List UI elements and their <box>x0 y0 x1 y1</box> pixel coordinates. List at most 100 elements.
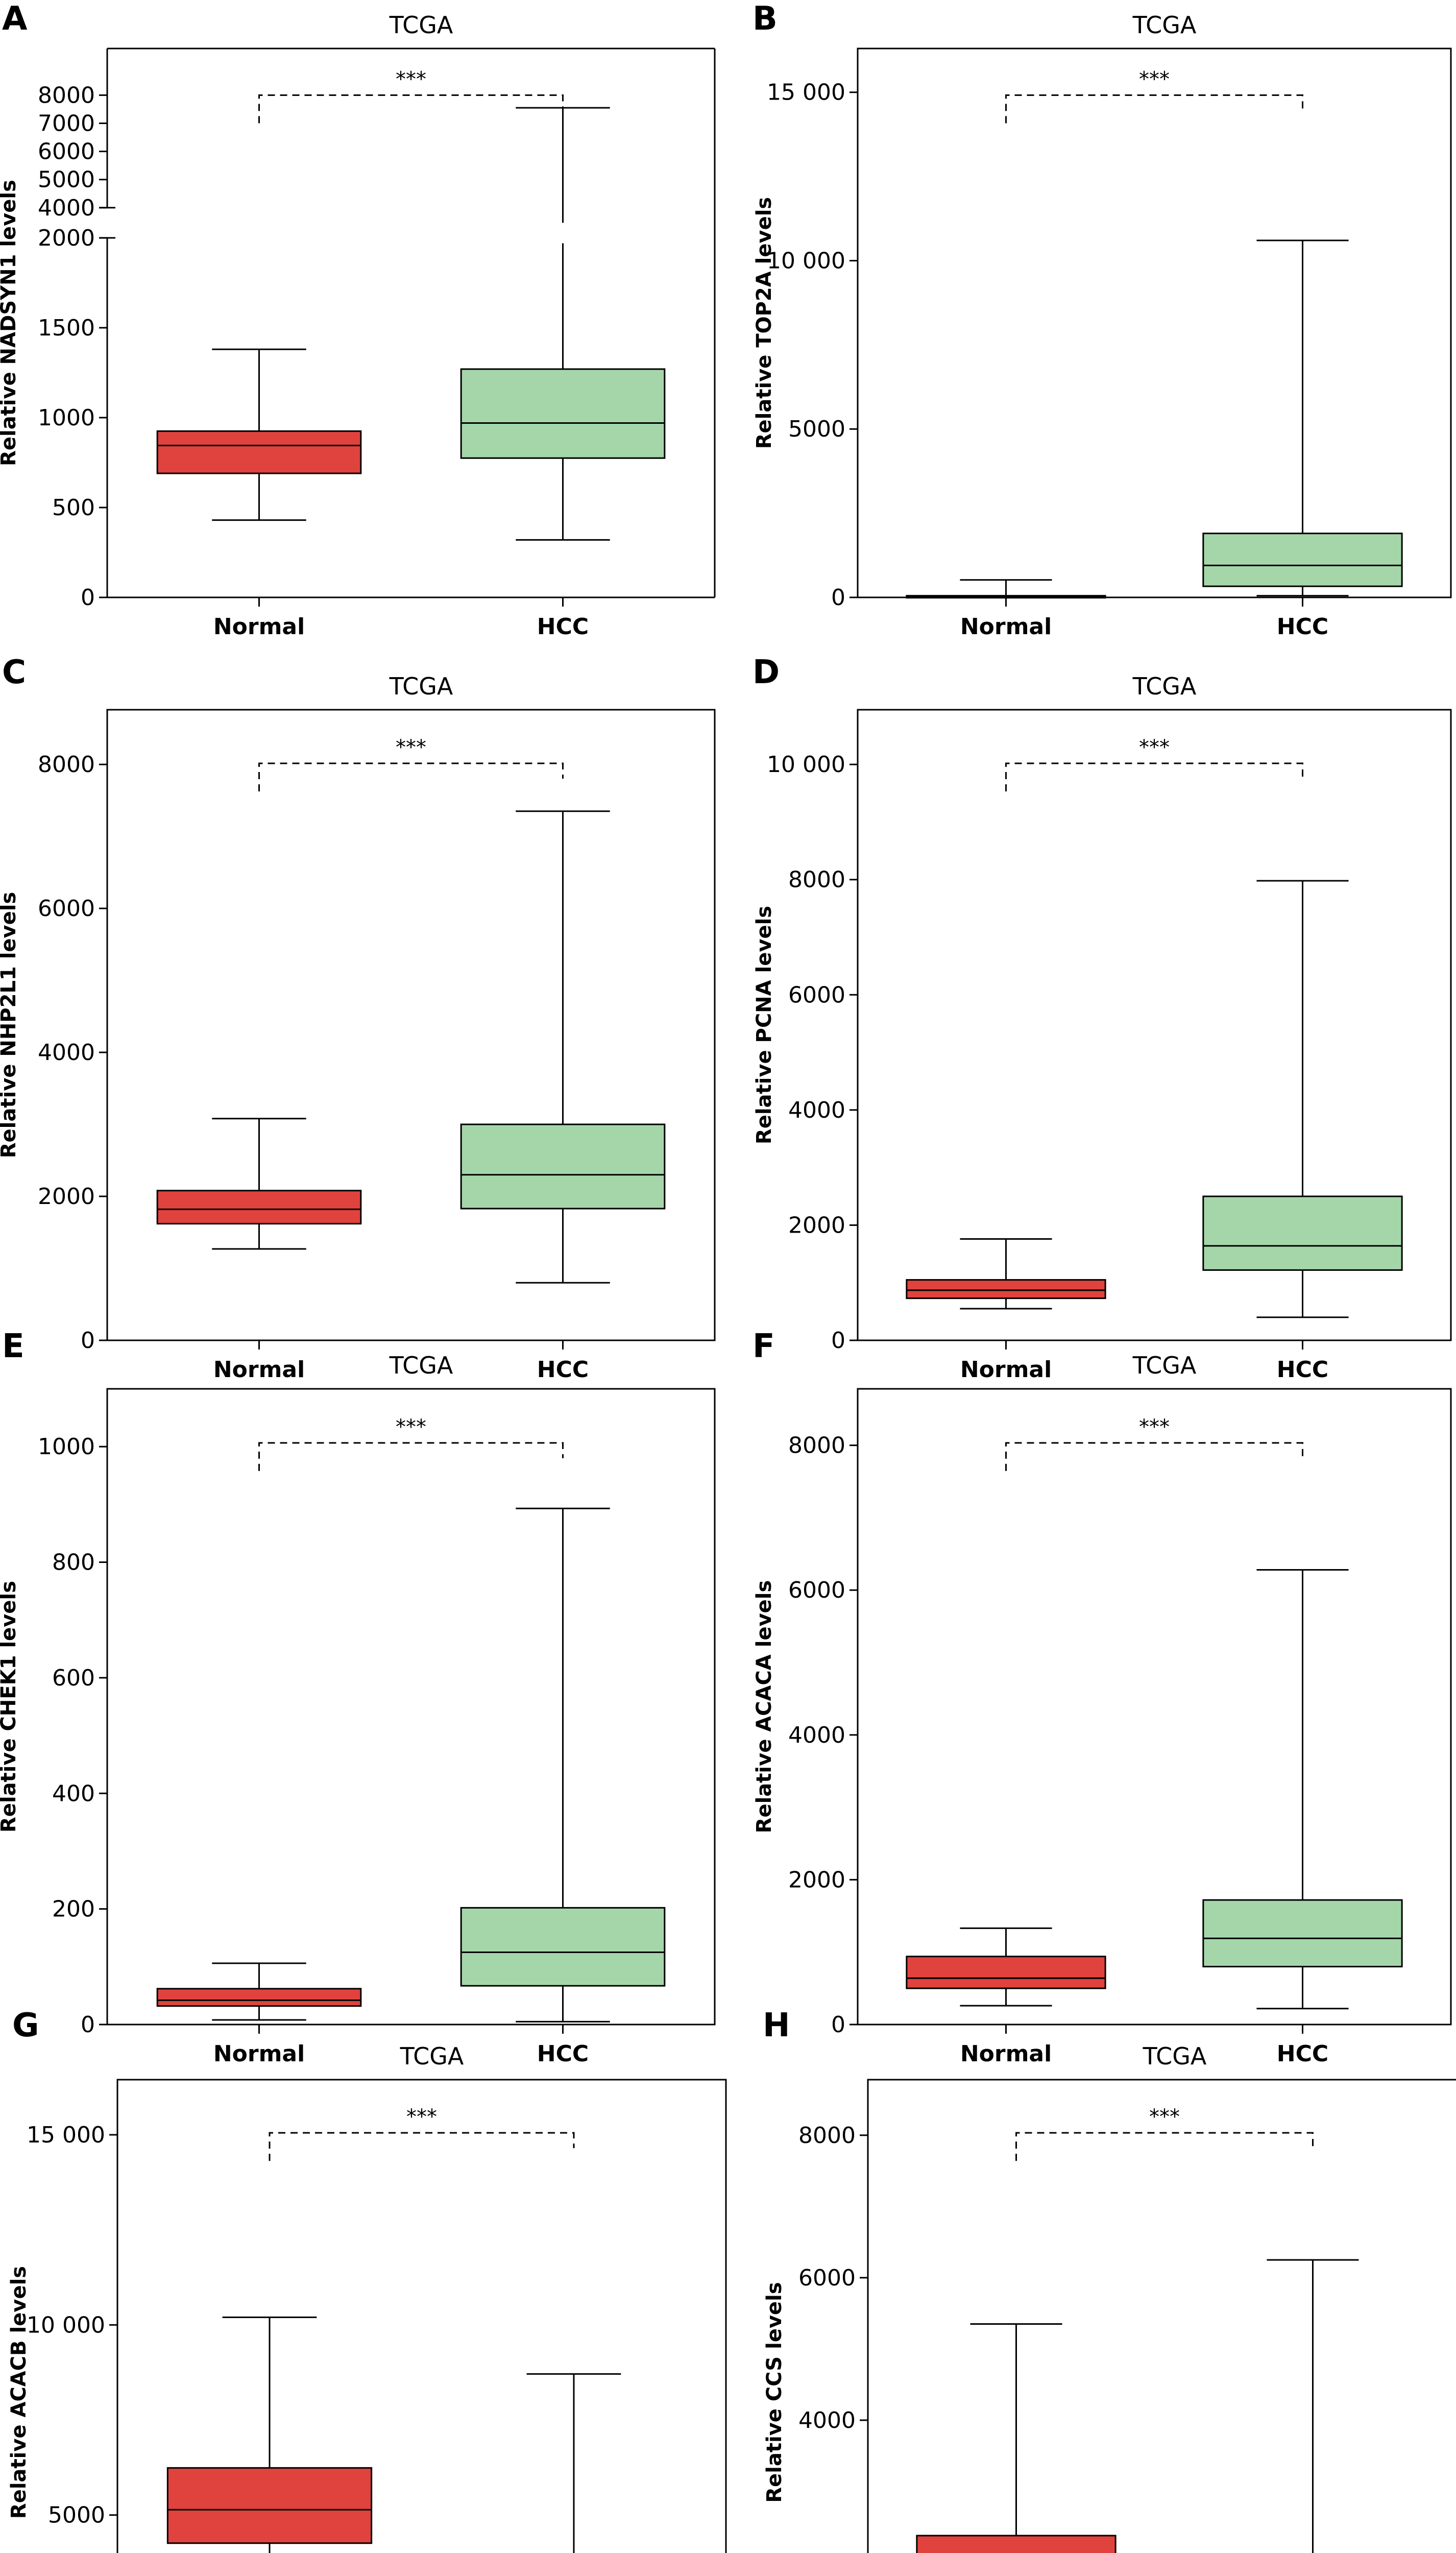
significance-bracket: *** <box>1005 736 1303 791</box>
panel-d: D TCGA 0 2000 4000 6000 8000 10 000 Relative PCN… <box>753 654 1452 1383</box>
y-tick-label: 6000 <box>38 139 95 165</box>
y-tick-label: 15 000 <box>767 80 845 106</box>
plot-frame <box>857 1388 1452 2026</box>
box-hcc <box>1267 2259 1359 2553</box>
y-tick-label: 5000 <box>38 167 95 193</box>
y-tick-label: 0 <box>831 1328 845 1354</box>
bracket-line <box>1005 94 1303 124</box>
panel-title: TCGA <box>400 2042 464 2070</box>
y-tick-label: 0 <box>81 585 95 611</box>
y-tick-label: 2000 <box>788 1867 845 1893</box>
plot-frame <box>867 2079 1456 2553</box>
y-tick-label: 6000 <box>788 1577 845 1603</box>
significance-label: *** <box>396 736 426 759</box>
y-tick-label: 2000 <box>38 225 95 251</box>
box-iqr <box>460 1907 666 1987</box>
y-axis-title: Relative NHP2L1 levels <box>0 892 20 1159</box>
y-tick-label: 5000 <box>48 2502 105 2528</box>
y-tick-label: 2000 <box>798 2550 856 2553</box>
panel-title: TCGA <box>1132 11 1197 39</box>
panel-title: TCGA <box>1132 672 1197 700</box>
significance-label: *** <box>396 1415 426 1439</box>
y-tick-label: 4000 <box>788 1722 845 1748</box>
panel-letter: C <box>2 654 26 691</box>
significance-label: *** <box>1139 67 1170 91</box>
y-tick-label: 4000 <box>788 1097 845 1123</box>
y-tick-label: 1000 <box>38 1434 95 1460</box>
box-iqr <box>156 430 362 474</box>
bracket-line <box>1005 762 1303 791</box>
panel-letter: D <box>753 654 780 691</box>
box-normal <box>156 1118 362 1250</box>
box-iqr <box>156 1190 362 1225</box>
y-tick-label: 500 <box>52 495 95 521</box>
x-tick-label: Normal <box>213 614 305 640</box>
box-normal <box>906 1238 1106 1310</box>
y-tick-label: 6000 <box>38 896 95 922</box>
y-tick-label: 2000 <box>788 1212 845 1238</box>
y-tick-label: 10 000 <box>767 248 845 274</box>
box-iqr <box>906 1956 1106 1989</box>
box-iqr <box>1202 533 1403 587</box>
x-tick-label: HCC <box>1277 2041 1328 2067</box>
y-tick-label: 0 <box>81 2012 95 2038</box>
box-iqr <box>460 368 666 459</box>
panel-letter: B <box>753 0 778 38</box>
panel-letter: A <box>2 0 28 38</box>
box-hcc <box>460 810 666 1284</box>
box-normal <box>166 2316 373 2553</box>
box-hcc <box>460 1507 666 2022</box>
significance-label: *** <box>406 2105 437 2129</box>
box-iqr <box>1202 1195 1403 1271</box>
y-tick-label: 4000 <box>798 2407 856 2434</box>
y-axis-title: Relative TOP2A levels <box>753 197 776 449</box>
box-normal <box>916 2323 1117 2553</box>
y-tick-label: 0 <box>831 585 845 611</box>
y-tick-label: 7000 <box>38 110 95 136</box>
box-normal <box>906 1927 1106 2007</box>
box-iqr <box>906 1279 1106 1299</box>
y-axis-title: Relative CHEK1 levels <box>0 1581 20 1833</box>
box-hcc <box>1202 1569 1403 2010</box>
y-tick-label: 1000 <box>38 405 95 431</box>
y-tick-label: 8000 <box>788 867 845 893</box>
x-tick-label: HCC <box>537 614 589 640</box>
y-tick-label: 5000 <box>788 416 845 442</box>
box-hcc <box>1202 239 1403 597</box>
y-tick-label: 15 000 <box>27 2122 105 2148</box>
x-tick-label: Normal <box>213 1357 305 1383</box>
y-tick-label: 2000 <box>38 1184 95 1210</box>
panel-f: F TCGA 0 2000 4000 6000 8000 Relative ACACA lev… <box>753 1328 1452 2067</box>
significance-bracket: *** <box>1005 67 1303 124</box>
y-tick-label: 8000 <box>788 1433 845 1459</box>
panel-letter: E <box>2 1328 25 1365</box>
significance-label: *** <box>1139 1415 1170 1439</box>
box-normal <box>156 348 362 521</box>
panel-letter: F <box>753 1328 775 1365</box>
panel-g: G TCGA 0 5000 10 000 15 000 Relative ACACB lev… <box>7 2007 727 2553</box>
y-tick-label: 800 <box>52 1550 95 1576</box>
y-tick-label: 10 000 <box>767 752 845 778</box>
y-axis-title: Relative ACACB levels <box>7 2266 31 2519</box>
significance-label: *** <box>396 67 426 91</box>
bracket-line <box>1015 2132 1314 2161</box>
x-tick-label: Normal <box>960 2041 1052 2067</box>
bracket-line <box>1005 1442 1303 1471</box>
panel-c: C TCGA 0 2000 4000 6000 8000 Relative NHP2L1 le… <box>0 654 716 1383</box>
bracket-line <box>258 762 564 791</box>
y-axis-title: Relative ACACA levels <box>753 1580 776 1834</box>
significance-bracket: *** <box>1005 1415 1303 1471</box>
y-tick-label: 0 <box>81 1328 95 1354</box>
box-iqr <box>1202 1899 1403 1968</box>
plot-frame <box>106 1388 716 2026</box>
plot-frame <box>857 47 1452 598</box>
box-hcc <box>526 2373 621 2553</box>
y-tick-label: 8000 <box>798 2123 856 2149</box>
box-hcc <box>1202 880 1403 1318</box>
significance-bracket: *** <box>258 736 564 791</box>
y-tick-label: 8000 <box>38 752 95 778</box>
box-normal <box>906 579 1106 599</box>
